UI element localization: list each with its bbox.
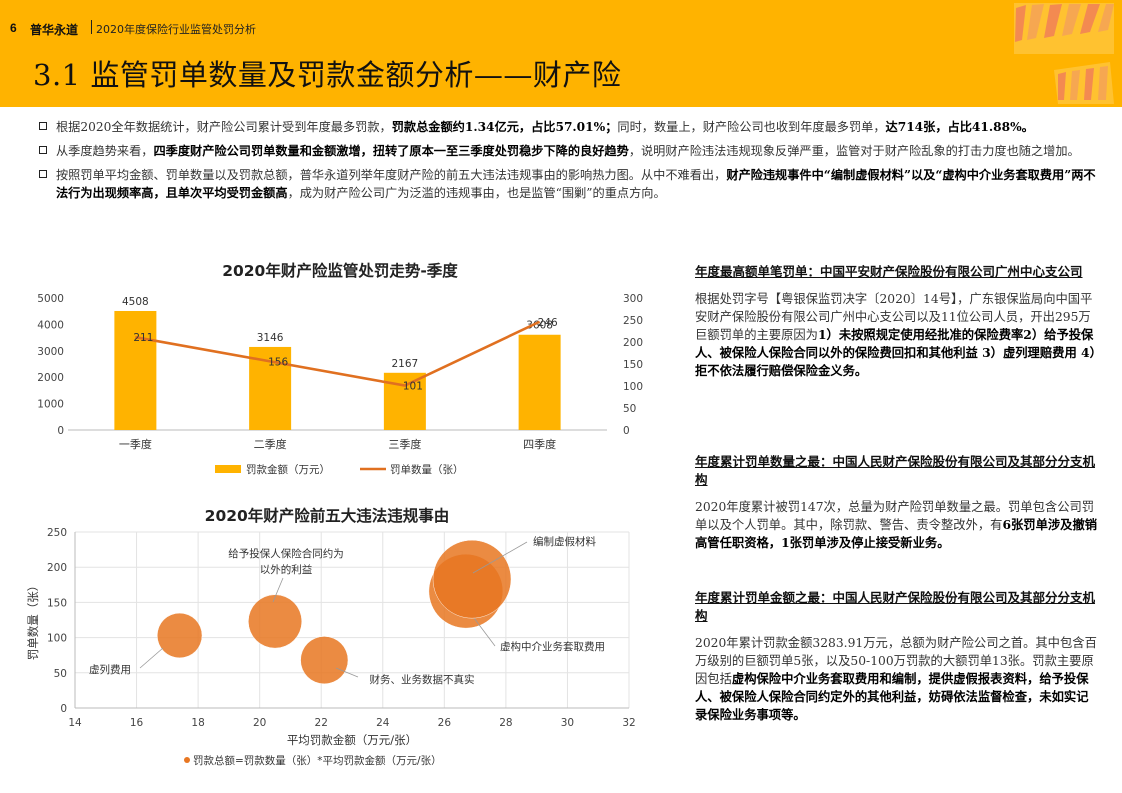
case-title: 年度累计罚单数量之最：中国人民财产保险股份有限公司及其部分分支机构 [695, 454, 1096, 487]
bubble-leader-line [473, 617, 496, 647]
y-left-tick-label: 1000 [37, 399, 64, 411]
bubble-leader-line [472, 541, 528, 574]
x-tick-label: 18 [191, 717, 204, 729]
y-tick-label: 50 [54, 668, 67, 680]
y-right-tick-label: 50 [623, 403, 636, 415]
bar-penalty-amount [114, 310, 157, 430]
x-tick-label: 24 [376, 717, 390, 729]
case-most-tickets: 年度累计罚单数量之最：中国人民财产保险股份有限公司及其部分分支机构 2020年度… [695, 453, 1100, 552]
case-highest-single-fine: 年度最高额单笔罚单：中国平安财产保险股份有限公司广州中心支公司 根据处罚字号【粤… [695, 263, 1100, 380]
bar-penalty-amount [518, 334, 561, 430]
legend-bar-label: 罚款金额（万元） [246, 463, 330, 476]
y-left-tick-label: 5000 [37, 293, 64, 305]
bullet-item: 从季度趋势来看，四季度财产险公司罚单数量和金额激增，扭转了原本一至三季度处罚稳步… [38, 142, 1102, 160]
legend-bubble-swatch [184, 757, 190, 763]
line-data-label: 246 [538, 317, 558, 329]
x-tick-label: 28 [499, 717, 512, 729]
y-left-tick-label: 0 [57, 425, 64, 437]
x-axis-label: 平均罚款金额（万元/张） [287, 733, 417, 747]
charts-canvas: 2020年财产险监管处罚走势-季度01000200030004000500005… [26, 261, 643, 767]
header-banner: 6 普华永道 2020年度保险行业监管处罚分析 3.1 监管罚单数量及罚款金额分… [0, 0, 1122, 107]
y-tick-label: 0 [60, 703, 67, 715]
y-left-tick-label: 3000 [37, 346, 64, 358]
y-right-tick-label: 150 [623, 359, 643, 371]
brand-name: 普华永道 [30, 23, 79, 37]
chart-title: 2020年财产险前五大违法违规事由 [205, 506, 450, 525]
bubble-point [300, 636, 349, 685]
decorative-stripes-icon [1014, 3, 1114, 104]
report-title: 2020年度保险行业监管处罚分析 [96, 23, 256, 36]
checkbox-bullet-icon [39, 122, 47, 130]
y-tick-label: 100 [47, 633, 67, 645]
x-tick-label: 14 [68, 717, 82, 729]
x-tick-label: 二季度 [254, 437, 287, 451]
y-axis-label: 罚单数量（张） [26, 580, 40, 661]
summary-bullets: 根据2020全年数据统计，财产险公司累计受到年度最多罚款，罚款总金额约1.34亿… [38, 118, 1102, 208]
header-separator [91, 20, 92, 34]
bubble-data-label: 给予投保人保险合同约为以外的利益 [228, 547, 344, 576]
bubble-leader-line [335, 667, 359, 678]
case-title: 年度最高额单笔罚单：中国平安财产保险股份有限公司广州中心支公司 [695, 264, 1083, 279]
case-text: 2020年累计罚款金额3283.91万元，总额为财产险公司之首。其中包含百万级别… [695, 636, 1097, 722]
bubble-data-label: 虚构中介业务套取费用 [500, 640, 605, 653]
checkbox-bullet-icon [39, 146, 47, 154]
bubble-data-label: 财务、业务数据不真实 [370, 673, 475, 686]
bubble-leader-line [139, 647, 164, 669]
y-tick-label: 150 [47, 597, 67, 609]
page-title: 3.1 监管罚单数量及罚款金额分析——财产险 [33, 58, 622, 92]
x-tick-label: 32 [622, 717, 635, 729]
legend-label: 罚款总额=罚款数量（张）*平均罚款金额（万元/张） [193, 754, 442, 767]
x-tick-label: 26 [438, 717, 452, 729]
line-data-label: 101 [403, 381, 423, 393]
bar-data-label: 3608 [526, 320, 553, 332]
bullet-item: 按照罚单平均金额、罚单数量以及罚款总额，普华永道列举年度财产险的前五大违法违规事… [38, 166, 1102, 202]
y-left-tick-label: 2000 [37, 372, 64, 384]
line-ticket-count [135, 320, 541, 387]
legend-bar-swatch [215, 465, 241, 473]
x-tick-label: 一季度 [119, 437, 152, 451]
bubble-data-label: 虚列费用 [89, 663, 131, 676]
bubble-point [248, 594, 303, 649]
y-right-tick-label: 100 [623, 381, 643, 393]
bubble-point [156, 612, 203, 659]
bubble-data-label: 编制虚假材料 [533, 535, 596, 548]
page-number: 6 [10, 21, 17, 35]
x-tick-label: 22 [315, 717, 328, 729]
line-data-label: 156 [268, 356, 288, 368]
bubble-leader-line [272, 577, 284, 603]
bar-data-label: 3146 [257, 332, 284, 344]
bar-data-label: 2167 [392, 358, 419, 370]
bar-data-label: 4508 [122, 296, 149, 308]
bullet-item: 根据2020全年数据统计，财产险公司累计受到年度最多罚款，罚款总金额约1.34亿… [38, 118, 1102, 136]
y-tick-label: 250 [47, 527, 67, 539]
bubble-point [432, 539, 512, 619]
x-tick-label: 三季度 [388, 437, 421, 451]
x-tick-label: 16 [130, 717, 144, 729]
y-left-tick-label: 4000 [37, 319, 64, 331]
checkbox-bullet-icon [39, 170, 47, 178]
y-right-tick-label: 250 [623, 315, 643, 327]
case-highest-total-fine: 年度累计罚单金额之最：中国人民财产保险股份有限公司及其部分分支机构 2020年累… [695, 589, 1100, 724]
line-data-label: 211 [133, 332, 153, 344]
case-title: 年度累计罚单金额之最：中国人民财产保险股份有限公司及其部分分支机构 [695, 590, 1096, 623]
x-tick-label: 30 [561, 717, 574, 729]
case-text: 根据处罚字号【粤银保监罚决字〔2020〕14号】，广东银保监局向中国平安财产保险… [695, 292, 1096, 378]
y-right-tick-label: 200 [623, 337, 643, 349]
y-right-tick-label: 300 [623, 293, 643, 305]
y-tick-label: 200 [47, 562, 67, 574]
x-tick-label: 20 [253, 717, 266, 729]
legend-line-label: 罚单数量（张） [390, 463, 464, 476]
case-text: 2020年度累计被罚147次，总量为财产险罚单数量之最。罚单包含公司罚单以及个人… [695, 500, 1098, 550]
y-right-tick-label: 0 [623, 425, 630, 437]
x-tick-label: 四季度 [523, 437, 556, 451]
chart-title: 2020年财产险监管处罚走势-季度 [222, 261, 458, 280]
